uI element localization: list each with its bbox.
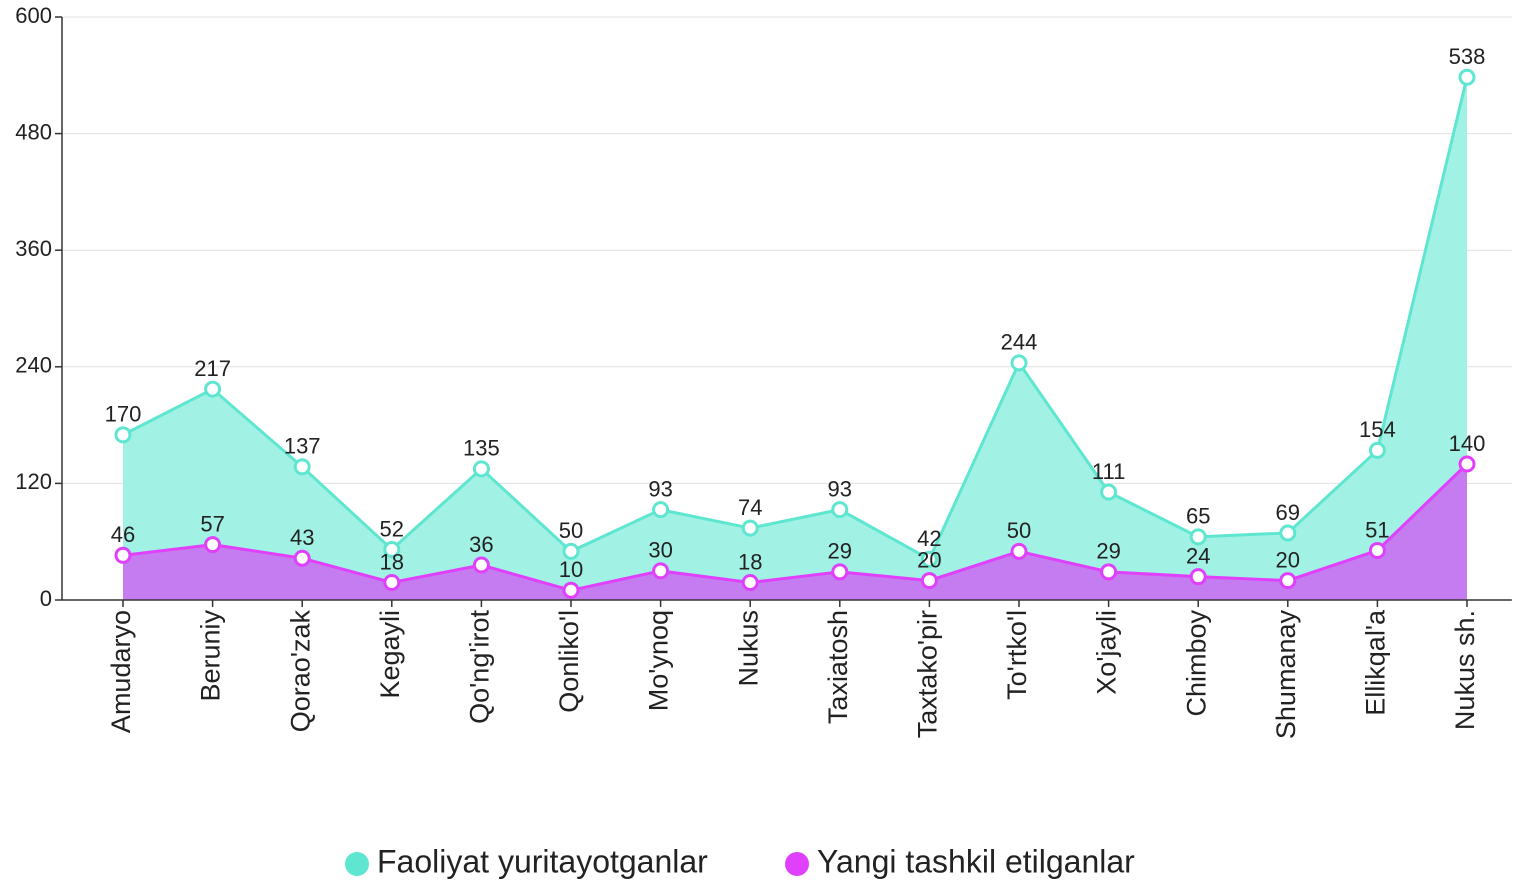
data-label: 65 [1186,504,1210,529]
data-label: 140 [1449,431,1486,456]
data-point [1368,441,1386,459]
data-label: 36 [469,532,493,557]
x-tick-label: Chimboy [1181,610,1211,717]
x-tick-label: Qorao'zak [285,610,315,733]
y-tick-label: 120 [15,469,52,494]
x-tick-label: Kegayli [375,610,405,699]
data-point [1100,563,1118,581]
x-tick-label: To'rtko'l [1002,610,1032,700]
series-line [122,462,1469,592]
data-label: 24 [1186,543,1210,568]
data-point [1010,354,1028,372]
data-point [114,546,132,564]
data-point [1010,542,1028,560]
data-point [741,519,759,537]
data-point [562,581,580,599]
data-label: 50 [1007,518,1031,543]
x-tick-label: Mo'ynoq [644,610,674,711]
data-point [1100,483,1118,501]
data-label: 154 [1359,417,1396,442]
data-point [472,556,490,574]
data-label: 46 [111,522,135,547]
data-label: 111 [1092,459,1125,484]
data-label: 93 [648,476,672,501]
area-fill [123,463,1467,600]
x-tick-label: Taxtako'pir [913,610,943,738]
data-label: 51 [1365,517,1389,542]
data-label: 18 [738,549,762,574]
data-label: 42 [917,526,941,551]
data-point [562,542,580,560]
data-label: 29 [828,539,852,564]
x-tick-label: Taxiatosh [823,610,853,724]
data-label: 244 [1001,330,1038,355]
x-tick-label: Ellikqal'a [1361,609,1391,716]
data-label: 29 [1096,539,1120,564]
x-tick-label: Qonliko'l [554,610,584,713]
data-label: 69 [1276,500,1300,525]
data-label: 135 [463,436,500,461]
y-tick-label: 240 [15,353,52,378]
legend-label: Yangi tashkil etilganlar [817,843,1135,879]
data-label: 93 [828,476,852,501]
data-point [741,574,759,592]
data-label: 137 [284,434,321,459]
data-point [1458,68,1476,86]
legend-label: Faoliyat yuritayotganlar [377,843,708,879]
y-tick-label: 360 [15,236,52,261]
data-point [114,426,132,444]
y-tick-label: 600 [15,3,52,28]
data-point [472,460,490,478]
data-label: 43 [290,525,314,550]
data-point [1189,568,1207,586]
data-point [652,501,670,519]
data-label: 50 [559,518,583,543]
data-point [1279,524,1297,542]
x-tick-label: Beruniy [196,610,226,702]
data-point [293,458,311,476]
data-point [383,540,401,558]
y-tick-label: 480 [15,119,52,144]
x-tick-label: Qo'ng'irot [465,610,495,724]
data-point [204,536,222,554]
legend-marker [785,852,809,876]
data-label: 10 [559,557,583,582]
data-label: 538 [1449,44,1486,69]
data-label: 52 [380,516,404,541]
data-label: 74 [738,495,762,520]
data-label: 20 [1276,547,1300,572]
data-label: 20 [917,547,941,572]
area-fill [123,77,1467,600]
data-point [293,549,311,567]
data-point [920,572,938,590]
x-tick-label: Nukus sh. [1450,610,1480,730]
data-label: 18 [380,549,404,574]
data-point [1458,455,1476,473]
data-point [383,574,401,592]
series-line [122,76,1469,562]
x-tick-label: Shumanay [1271,610,1301,740]
x-tick-label: Amudaryo [106,610,136,733]
data-point [920,550,938,568]
data-label: 30 [648,538,672,563]
data-point [1279,572,1297,590]
x-tick-label: Xo'jayli [1092,610,1122,695]
y-tick-label: 0 [40,586,52,611]
data-label: 57 [200,511,224,536]
data-label: 170 [105,402,142,427]
data-point [204,380,222,398]
data-label: 217 [194,356,231,381]
data-point [831,501,849,519]
x-tick-label: Nukus [733,610,763,687]
legend-marker [345,852,369,876]
data-point [1368,541,1386,559]
data-point [652,562,670,580]
data-point [1189,528,1207,546]
data-point [831,563,849,581]
